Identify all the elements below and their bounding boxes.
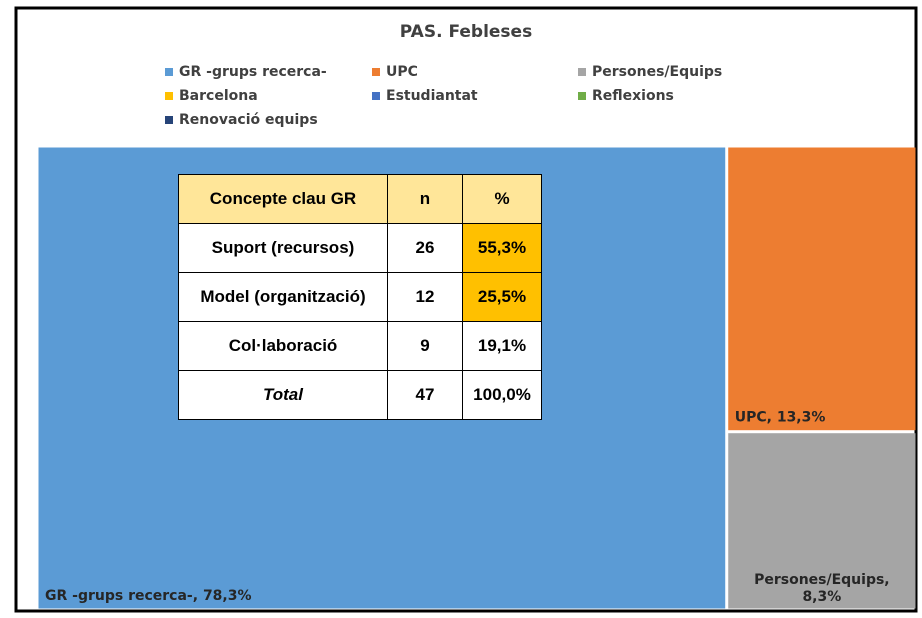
legend-label: Reflexions <box>592 88 674 104</box>
table-row: Total 47 100,0% <box>178 370 542 420</box>
legend-label: Barcelona <box>179 88 258 104</box>
treemap-tile <box>728 433 916 609</box>
data-label-value: 8,3% <box>802 589 841 605</box>
cell: Model (organització) <box>178 272 388 322</box>
legend-marker <box>372 68 380 76</box>
data-label: Persones/Equips, 8,3% <box>754 572 890 605</box>
data-label: GR -grups recerca-, 78,3% <box>45 588 252 604</box>
legend-label: Estudiantat <box>386 88 478 104</box>
cell: 47 <box>387 370 463 420</box>
treemap-tile <box>728 147 916 431</box>
cell: 100,0% <box>462 370 542 420</box>
legend-marker <box>578 68 586 76</box>
cell: 9 <box>387 321 463 371</box>
cell: 25,5% <box>462 272 542 322</box>
data-label-value: 13,3% <box>777 410 826 426</box>
table-row: Model (organització) 12 25,5% <box>178 272 542 322</box>
data-label-name: GR -grups recerca- <box>45 588 193 604</box>
cell: 26 <box>387 223 463 273</box>
cell: 12 <box>387 272 463 322</box>
legend-marker <box>165 68 173 76</box>
legend-marker <box>165 116 173 124</box>
chart-title: PAS. Febleses <box>400 22 532 42</box>
legend-marker <box>372 92 380 100</box>
legend-label: Persones/Equips <box>592 64 722 80</box>
header-cell: n <box>387 174 463 224</box>
header-cell: Concepte clau GR <box>178 174 388 224</box>
legend-label: UPC <box>386 64 418 80</box>
cell: Total <box>178 370 388 420</box>
legend-marker <box>165 92 173 100</box>
legend-label: Renovació equips <box>179 112 318 128</box>
table-row: Suport (recursos) 26 55,3% <box>178 223 542 273</box>
data-label: UPC, 13,3% <box>735 410 826 426</box>
data-label-name: Persones/Equips, <box>754 572 890 588</box>
data-label-value: 78,3% <box>203 588 252 604</box>
table: Concepte clau GR n % Suport (recursos) 2… <box>178 174 542 420</box>
cell: Col·laboració <box>178 321 388 371</box>
legend-label: GR -grups recerca- <box>179 64 327 80</box>
table-row: Col·laboració 9 19,1% <box>178 321 542 371</box>
header-cell: % <box>462 174 542 224</box>
table-header: Concepte clau GR n % <box>178 174 542 224</box>
cell: 55,3% <box>462 223 542 273</box>
cell: Suport (recursos) <box>178 223 388 273</box>
legend-marker <box>578 92 586 100</box>
cell: 19,1% <box>462 321 542 371</box>
data-label-name: UPC <box>735 410 767 426</box>
